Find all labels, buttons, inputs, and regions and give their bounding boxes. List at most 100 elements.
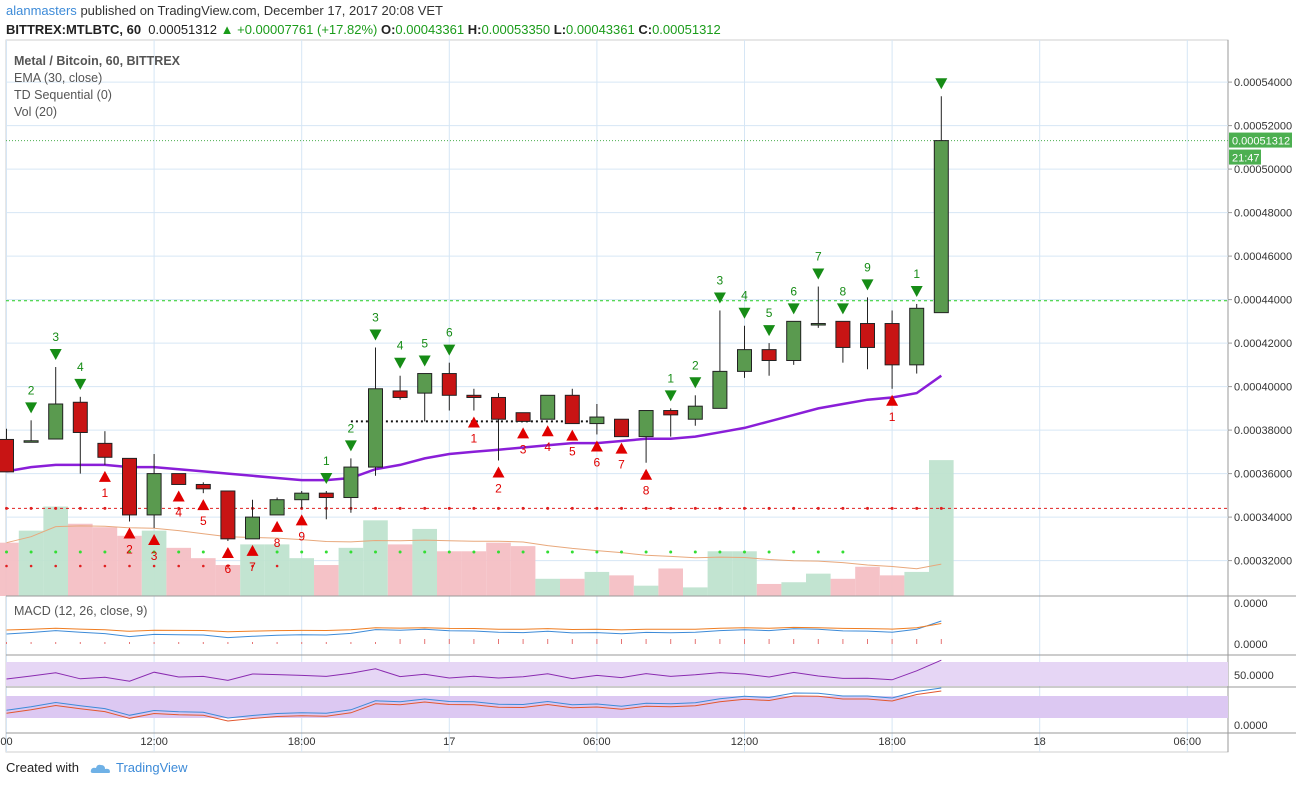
level-dot [595,506,599,510]
level-dot [521,506,525,510]
candle[interactable] [368,347,383,476]
candle-body [933,140,949,314]
td-buy-count: 5 [200,514,207,528]
candle[interactable] [687,395,703,426]
macd-line [6,620,942,639]
rsi-band [6,662,1228,686]
candle-body [712,370,728,409]
low-label: L: [553,22,567,37]
candle[interactable] [491,393,506,461]
td-sell-arrow [861,279,874,291]
candle[interactable] [884,310,900,389]
td-sell-count: 3 [717,273,724,287]
candle[interactable] [860,297,875,370]
candle[interactable] [122,457,137,522]
volume-bar [929,460,954,596]
band-dot [620,550,623,554]
candle[interactable] [195,482,211,494]
candle[interactable] [810,286,826,328]
time-axis[interactable]: 00 12:00 18:00 17 06:00 12:00 18:00 18 06:00 [0,732,1296,748]
candle[interactable] [909,303,925,374]
price-axis[interactable]: 0.00032000 0.00034000 0.00036000 0.00038000… [1228,77,1292,568]
candle[interactable] [171,473,187,485]
candle[interactable] [23,420,39,443]
candle[interactable] [761,343,777,376]
td-buy-count: 6 [594,455,601,469]
volume-bar [461,551,487,596]
price-badge: 0.00051312 21:47 [1229,132,1292,165]
candle[interactable] [441,362,457,411]
volume-bar [855,566,880,596]
td-buy-arrow [492,466,505,478]
candle-body [786,320,802,362]
candle[interactable] [835,320,851,363]
td-sell-arrow [738,307,751,319]
volume-bar [92,527,118,596]
td-sell-count: 5 [421,337,428,351]
candle-body [294,492,310,501]
level-dot [447,506,451,510]
pane-label: MACD (12, 26, close, 9) [14,604,147,618]
last-price: 0.00051312 [148,22,217,37]
candle[interactable] [540,394,556,420]
candle[interactable] [269,497,285,516]
candle[interactable] [638,410,654,463]
candle-body [417,373,433,394]
candle[interactable] [318,491,334,520]
td-buy-arrow [615,442,628,454]
candles[interactable] [0,96,949,542]
level-dot [78,506,82,510]
volume-bar [732,551,757,596]
legend-vol: Vol (20) [14,105,57,119]
candle-body [638,410,654,438]
legend: Metal / Bitcoin, 60, BITTREX EMA (30, cl… [14,54,181,119]
candle[interactable] [97,431,113,465]
band-dot [349,550,353,554]
candle[interactable] [343,458,359,513]
candle[interactable] [0,428,14,473]
candle[interactable] [72,396,88,474]
grid [6,40,1228,752]
candle[interactable] [712,310,728,409]
candle-body [220,490,236,540]
band-dot [300,550,304,554]
author-link[interactable]: alanmasters [6,3,77,18]
candle[interactable] [417,373,433,422]
band-dot [54,564,57,568]
tradingview-brand-link[interactable]: TradingView [116,760,188,775]
td-buy-arrow [517,427,530,439]
candle[interactable] [466,388,482,411]
volume-bar [314,565,339,596]
td-sell-count: 3 [372,310,379,324]
candle[interactable] [564,388,580,425]
candle-body [540,394,556,420]
candle[interactable] [294,491,310,509]
candle[interactable] [786,320,802,365]
candle-body [564,394,580,425]
band-dot [152,550,156,554]
band-dot [718,550,722,554]
candle[interactable] [146,454,162,528]
candle[interactable] [220,490,236,542]
td-sell-count: 1 [913,267,920,281]
candle[interactable] [245,499,260,540]
rsi-line [6,659,942,682]
candle[interactable] [589,404,605,435]
volume-bar [633,585,659,596]
candle[interactable] [614,418,629,438]
candle[interactable] [737,325,752,378]
level-dot [423,506,427,510]
candle[interactable] [392,375,408,400]
candle[interactable] [515,412,531,422]
candle[interactable] [933,96,949,314]
volume-bar [781,582,806,596]
ohlc-line: BITTREX:MTLBTC, 60 0.00051312 ▲ +0.00007… [6,22,721,37]
candle[interactable] [48,367,64,440]
candle[interactable] [663,408,679,437]
open-label: O: [380,22,396,37]
band-dot [5,564,8,568]
band-dot [423,550,427,554]
candle-body [589,416,605,425]
td-buy-count: 9 [298,529,305,543]
